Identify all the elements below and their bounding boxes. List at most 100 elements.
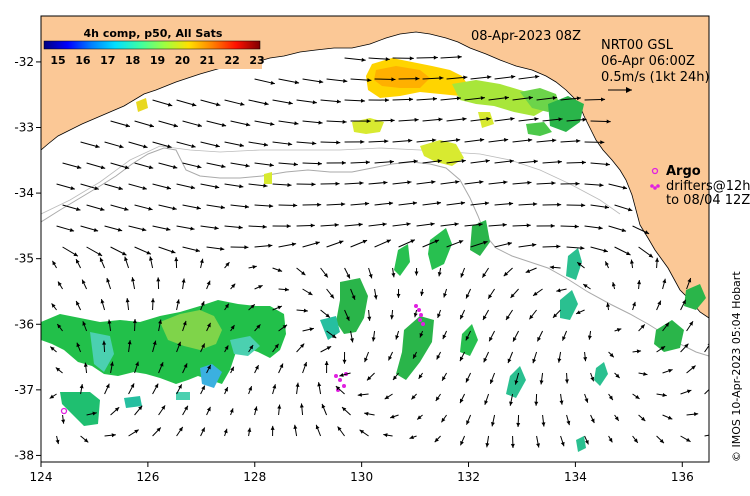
current-vector-head [335,181,340,186]
current-vector-head [516,422,521,427]
current-vector-head [635,394,640,399]
current-vector-head [549,265,554,270]
current-vector-head [82,321,87,326]
current-vector-head [582,117,587,122]
current-vector-head [382,222,387,227]
current-vector-head [503,271,509,277]
current-vector-head [454,222,459,227]
current-vector-head [550,223,555,228]
current-vector-head [196,205,201,210]
current-vector-head [574,224,579,229]
current-vector-head [655,257,660,262]
current-vector-head [455,138,461,143]
current-vector-head [442,376,446,381]
current-vector-head [682,299,686,305]
current-vector-head [437,159,442,164]
current-vector-head [220,246,225,251]
current-vector-head [142,186,147,190]
current-vector-head [124,256,128,262]
current-vector-head [331,334,337,339]
current-vector-head [277,305,282,310]
current-vector-head [587,335,592,340]
current-vector-head [687,278,692,283]
current-vector-head [351,295,356,300]
current-vector-head [122,251,127,256]
current-vector-head [507,358,512,364]
current-vector-head [507,241,512,246]
current-vector-head [329,294,334,299]
current-vector-head [456,96,461,101]
current-vector-head [510,116,515,121]
colorbar-tick-label: 22 [224,54,239,67]
current-vector-head [263,142,269,147]
current-vector-head [178,384,182,389]
current-vector-head [611,282,616,287]
current-vector-head [360,139,365,144]
current-vector-head [295,382,300,387]
current-vector-head [107,319,112,324]
current-vector-head [529,314,534,320]
current-vector-head [178,426,183,432]
current-vector-head [111,433,116,438]
current-vector-head [691,365,696,370]
current-vector-head [632,301,636,307]
current-vector-head [174,257,179,262]
current-vector-head [132,319,137,324]
current-vector-head [272,384,277,389]
current-vector-head [626,251,631,255]
current-vector-head [308,291,313,295]
current-vector-head [385,98,390,103]
current-vector-head [172,206,177,211]
current-vector-head [636,349,642,354]
colorbar-tick-label: 20 [175,54,191,67]
current-vector-head [200,301,205,306]
current-vector-head [55,367,61,372]
current-vector-head [125,298,130,303]
current-vector-head [664,322,669,327]
current-vector-head [250,304,255,309]
current-vector-head [150,298,155,303]
current-vector-head [606,119,611,124]
current-vector-head [580,246,585,251]
current-vector-head [334,223,339,228]
current-vector-head [459,356,464,362]
lat-tick-label: -34 [14,186,34,200]
current-vector-head [604,205,609,210]
current-vector-head [361,57,366,62]
current-vector-head [432,138,437,143]
current-vector-head [364,411,369,416]
current-vector-head [367,78,372,83]
current-vector-head [161,405,166,410]
current-vector-head [616,328,622,332]
current-vector-head [483,357,488,363]
current-vector-head [201,385,205,391]
current-vector-head [231,283,236,288]
current-vector-head [436,201,442,206]
current-vector-head [92,411,97,416]
current-vector-head [100,299,105,304]
current-vector-head [301,271,306,276]
current-vector-head [686,437,691,442]
current-vector-head [712,433,716,437]
current-vector-head [443,293,447,298]
current-vector-head [312,141,317,146]
current-vector-head [167,102,173,107]
lon-tick-label: 128 [243,470,266,484]
current-vector-head [552,96,557,101]
current-vector-head [223,428,228,434]
current-vector-head [590,376,595,382]
current-vector-head [526,223,531,228]
current-vector-head [73,252,78,257]
current-vector-head [76,165,82,169]
current-vector-head [637,280,642,285]
current-vector-head [714,363,718,367]
current-vector-head [629,259,634,264]
current-vector-head [79,384,84,389]
current-vector-head [409,56,414,61]
current-vector-head [390,118,395,123]
current-vector-head [641,416,646,421]
current-vector-head [244,204,250,209]
current-vector-head [660,346,666,351]
current-vector-head [311,182,316,187]
sst-patches [41,58,706,452]
